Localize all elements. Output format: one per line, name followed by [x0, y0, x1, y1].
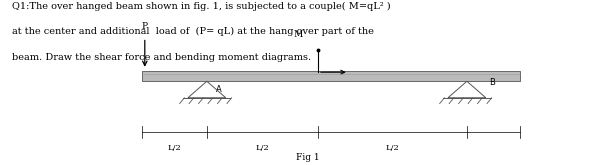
- Text: B: B: [489, 78, 495, 87]
- Text: beam. Draw the shear force and bending moment diagrams.: beam. Draw the shear force and bending m…: [12, 53, 311, 62]
- Text: L/2: L/2: [385, 144, 400, 151]
- Text: L/2: L/2: [255, 144, 269, 151]
- Text: Q1:The over hanged beam shown in fig. 1, is subjected to a couple( M=qL² ): Q1:The over hanged beam shown in fig. 1,…: [12, 2, 391, 11]
- Text: P: P: [142, 22, 148, 31]
- Text: Fig 1: Fig 1: [296, 153, 319, 162]
- Text: L/2: L/2: [167, 144, 181, 151]
- Text: at the center and additional  load of  (P= qL) at the hang over part of the: at the center and additional load of (P=…: [12, 27, 374, 36]
- Text: M: M: [294, 30, 303, 39]
- Bar: [142, 71, 520, 81]
- Text: A: A: [216, 85, 222, 94]
